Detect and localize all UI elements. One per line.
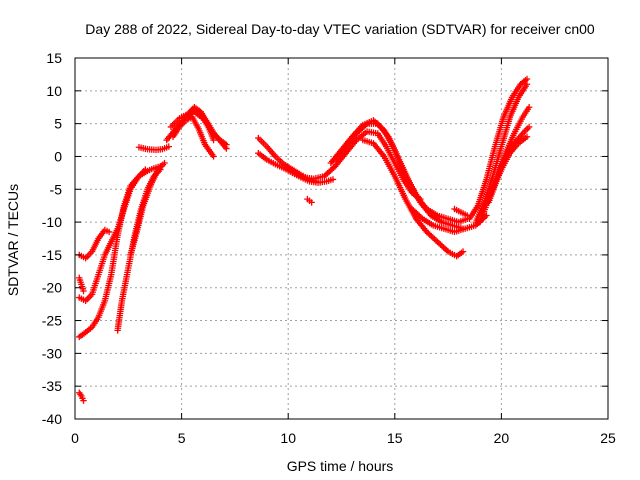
x-tick-label: 0 <box>71 430 79 446</box>
y-tick-label: -35 <box>42 378 62 394</box>
data-series-arc-7 <box>76 274 87 295</box>
data-point <box>161 159 168 167</box>
data-point <box>525 104 533 111</box>
y-tick-labels: -40 -35 -30 -25 -20 -15 -10 -5 0 5 10 15 <box>42 50 62 427</box>
x-tick-label: 20 <box>494 430 510 446</box>
x-tick-label: 5 <box>178 430 186 446</box>
data-point <box>210 136 217 144</box>
data-point <box>308 199 315 206</box>
axis-ticks <box>74 57 609 420</box>
data-point <box>459 248 467 255</box>
data-point <box>223 145 230 152</box>
y-tick-label: -20 <box>42 280 62 296</box>
data-point <box>142 166 149 173</box>
data-series-arc-8 <box>135 143 173 154</box>
y-tick-label: -5 <box>50 181 63 197</box>
y-tick-label: 5 <box>54 116 62 132</box>
x-axis-label: GPS time / hours <box>287 458 394 474</box>
y-tick-label: -40 <box>42 411 62 427</box>
y-tick-label: -10 <box>42 214 62 230</box>
data-point <box>80 397 87 404</box>
data-series-arc-11 <box>169 113 217 160</box>
data-series-arc-4 <box>114 166 164 334</box>
y-tick-label: -30 <box>42 345 62 361</box>
y-tick-label: 0 <box>54 148 62 164</box>
data-series-arc-21 <box>466 75 531 223</box>
data-series-arc-20 <box>408 205 490 236</box>
data-series-arc-12 <box>184 105 217 144</box>
y-tick-label: -25 <box>42 313 62 329</box>
data-series-arc-14 <box>255 149 337 186</box>
data-point <box>525 123 533 131</box>
data-series-arc-19 <box>359 136 467 260</box>
data-series-arc-25 <box>489 133 531 193</box>
data-point <box>210 153 217 160</box>
y-tick-label: -15 <box>42 247 62 263</box>
plot-points <box>76 75 533 404</box>
data-point <box>80 287 87 295</box>
data-point <box>105 228 113 236</box>
y-tick-label: 10 <box>46 83 62 99</box>
x-tick-labels: 0 5 10 15 20 25 <box>71 430 616 446</box>
data-point <box>523 133 531 140</box>
data-series-arc-15 <box>304 195 315 206</box>
plot-frame <box>74 57 609 420</box>
data-series-arc-2 <box>76 166 149 305</box>
y-axis-label: SDTVAR / TECUs <box>5 184 21 296</box>
data-series-arc-3 <box>76 226 113 262</box>
data-series-arc-18 <box>331 120 467 232</box>
data-series-arc-6 <box>76 389 87 404</box>
data-series-arc-26 <box>451 205 471 219</box>
chart-title: Day 288 of 2022, Sidereal Day-to-day VTE… <box>85 21 595 37</box>
data-series-arc-5 <box>127 159 168 259</box>
data-point <box>165 143 173 150</box>
data-point <box>464 212 471 219</box>
data-point <box>523 81 531 88</box>
y-tick-label: 15 <box>46 50 62 66</box>
data-point <box>329 176 337 183</box>
x-tick-label: 25 <box>600 430 616 446</box>
x-tick-label: 15 <box>387 430 403 446</box>
x-tick-label: 10 <box>280 430 296 446</box>
